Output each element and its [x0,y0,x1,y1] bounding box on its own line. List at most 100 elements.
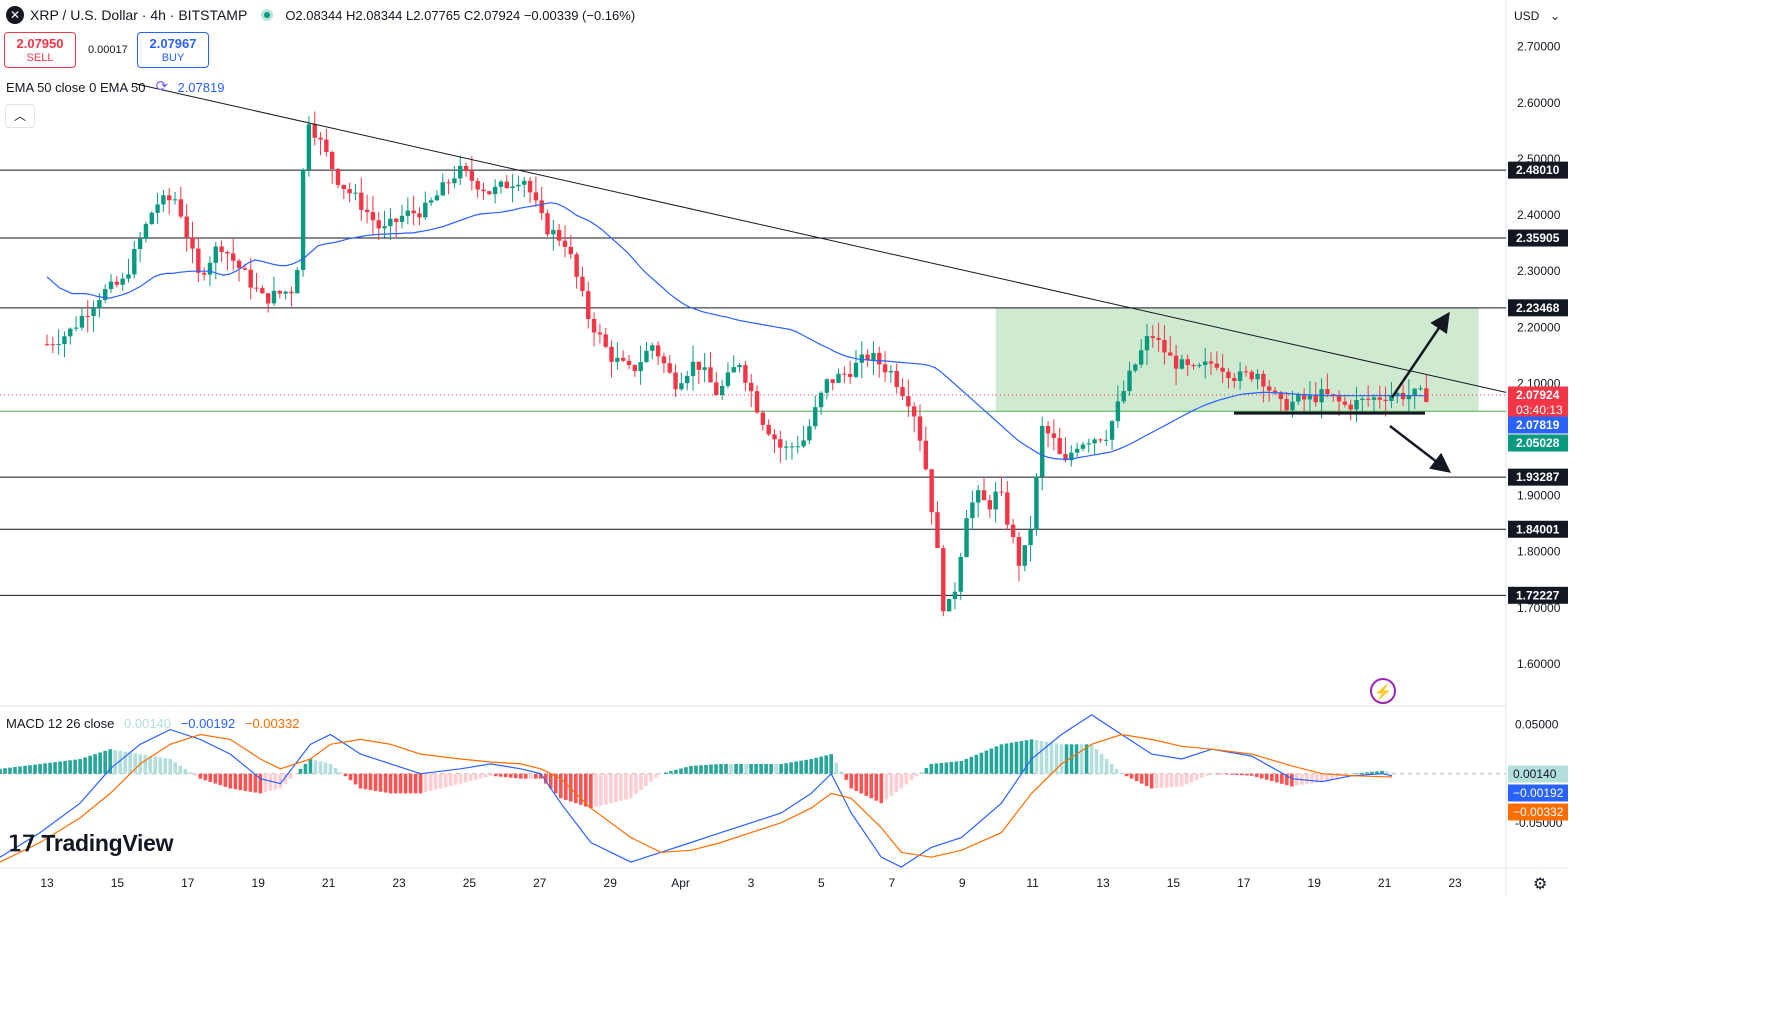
candle-body [952,591,958,600]
macd-histogram-bar [899,773,904,789]
macd-histogram-bar [1305,773,1309,785]
macd-histogram-bar [528,773,533,779]
macd-histogram-bar [58,761,62,774]
ohlc-readout: O2.08344 H2.08344 L2.07765 C2.07924 −0.0… [285,7,636,23]
macd-histogram-bar [584,773,588,807]
buy-label: BUY [161,52,185,64]
candle-body [551,229,556,235]
candle-body [254,287,259,289]
refresh-icon[interactable]: ⟳ [155,78,169,95]
macd-histogram-bar [679,768,683,774]
candle-body [295,269,300,294]
candle-body [1220,367,1225,372]
macd-histogram-bar [1335,773,1339,778]
macd-histogram-bar [629,773,633,799]
sell-button[interactable]: 2.07950 SELL [4,32,76,68]
candle-body [231,253,236,261]
tradingview-logo[interactable]: 𝟣𝟩 TradingView [8,830,173,857]
macd-histogram-bar [844,773,849,780]
macd-histogram-bar [1059,744,1064,774]
candle-body [370,212,376,221]
candle-body [772,434,777,440]
ema-legend[interactable]: EMA 50 close 0 EMA 50 ⟳ 2.07819 [6,79,224,95]
candle-body [591,318,597,333]
candle-body [1069,452,1074,461]
macd-histogram-bar [1265,773,1269,780]
macd-histogram-bar [739,763,743,774]
macd-histogram-bar [1325,773,1329,781]
candle-body [714,382,719,396]
collapse-legend-button[interactable]: ︿ [5,104,35,128]
macd-histogram-bar [268,773,273,791]
macd-histogram-bar [934,763,939,774]
candle-body [120,278,125,285]
macd-histogram-bar [964,758,969,774]
candle-body [609,346,614,362]
candle-body [149,212,154,225]
candle-body [1162,339,1167,353]
macd-histogram-bar [1365,772,1369,774]
macd-histogram-bar [1204,773,1209,776]
candle-body [213,246,218,263]
macd-legend[interactable]: MACD 12 26 close 0.00140 −0.00192 −0.003… [6,716,299,731]
macd-histogram-bar [579,773,583,805]
time-tick-label: 21 [1378,876,1392,890]
candle-body [73,327,79,329]
chart-header: ✕ XRP / U.S. Dollar · 4h · BITSTAMP O2.0… [6,4,635,26]
macd-histogram-bar [133,753,137,774]
candle-body [1179,359,1185,369]
candle-body [638,362,643,372]
macd-histogram-bar [303,763,308,774]
macd-histogram-bar [248,773,253,792]
candle-body [201,272,207,275]
market-status-icon[interactable] [261,9,274,21]
macd-histogram-bar [158,757,163,774]
candle-body [1237,371,1243,381]
macd-histogram-bar [403,773,408,794]
macd-histogram-bar [503,773,508,778]
candle-body [440,182,445,196]
candle-body [818,392,824,408]
macd-histogram-bar [1054,743,1059,774]
symbol-title[interactable]: XRP / U.S. Dollar · 4h · BITSTAMP [30,7,248,23]
candle-body [685,375,690,384]
macd-histogram-bar [363,773,368,790]
candle-body [1214,363,1220,368]
buy-button[interactable]: 2.07967 BUY [137,32,209,68]
candle-body [644,350,649,363]
macd-histogram-bar [1290,773,1294,787]
candle-body [1412,388,1417,396]
macd-histogram-bar [1119,773,1124,775]
macd-histogram-bar [293,773,298,775]
candle-body [1010,524,1016,538]
macd-histogram-bar [1014,741,1019,774]
price-chart[interactable]: 2.700002.600002.500002.400002.300002.200… [0,0,1568,895]
lightning-icon[interactable]: ⚡ [1370,678,1396,704]
level-price-tag: 2.48010 [1516,163,1560,177]
candle-body [481,189,486,192]
macd-histogram-bar [814,757,818,774]
time-tick-label: 23 [392,876,406,890]
macd-histogram-bar [929,763,934,774]
macd-histogram-bar [1224,773,1229,775]
candle-body [1313,394,1318,403]
time-tick-label: 13 [1096,876,1110,890]
candle-body [1168,352,1173,356]
candle-body [597,332,603,335]
price-tag-bg [1508,386,1568,419]
macd-histogram-bar [283,773,288,784]
candle-body [533,192,539,201]
macd-histogram-bar [98,752,102,774]
currency-selector[interactable]: USD ⌄ [1508,4,1564,28]
candle-body [277,290,282,294]
macd-line [0,714,1393,868]
candle-body [1080,444,1086,449]
candle-body [475,180,480,190]
candle-body [487,191,492,195]
gear-icon[interactable]: ⚙ [1533,876,1548,893]
candle-body [300,169,306,270]
candle-body [1202,361,1208,366]
macd-histogram-bar [1315,773,1319,783]
candle-body [108,281,114,290]
macd-histogram-bar [669,771,673,774]
